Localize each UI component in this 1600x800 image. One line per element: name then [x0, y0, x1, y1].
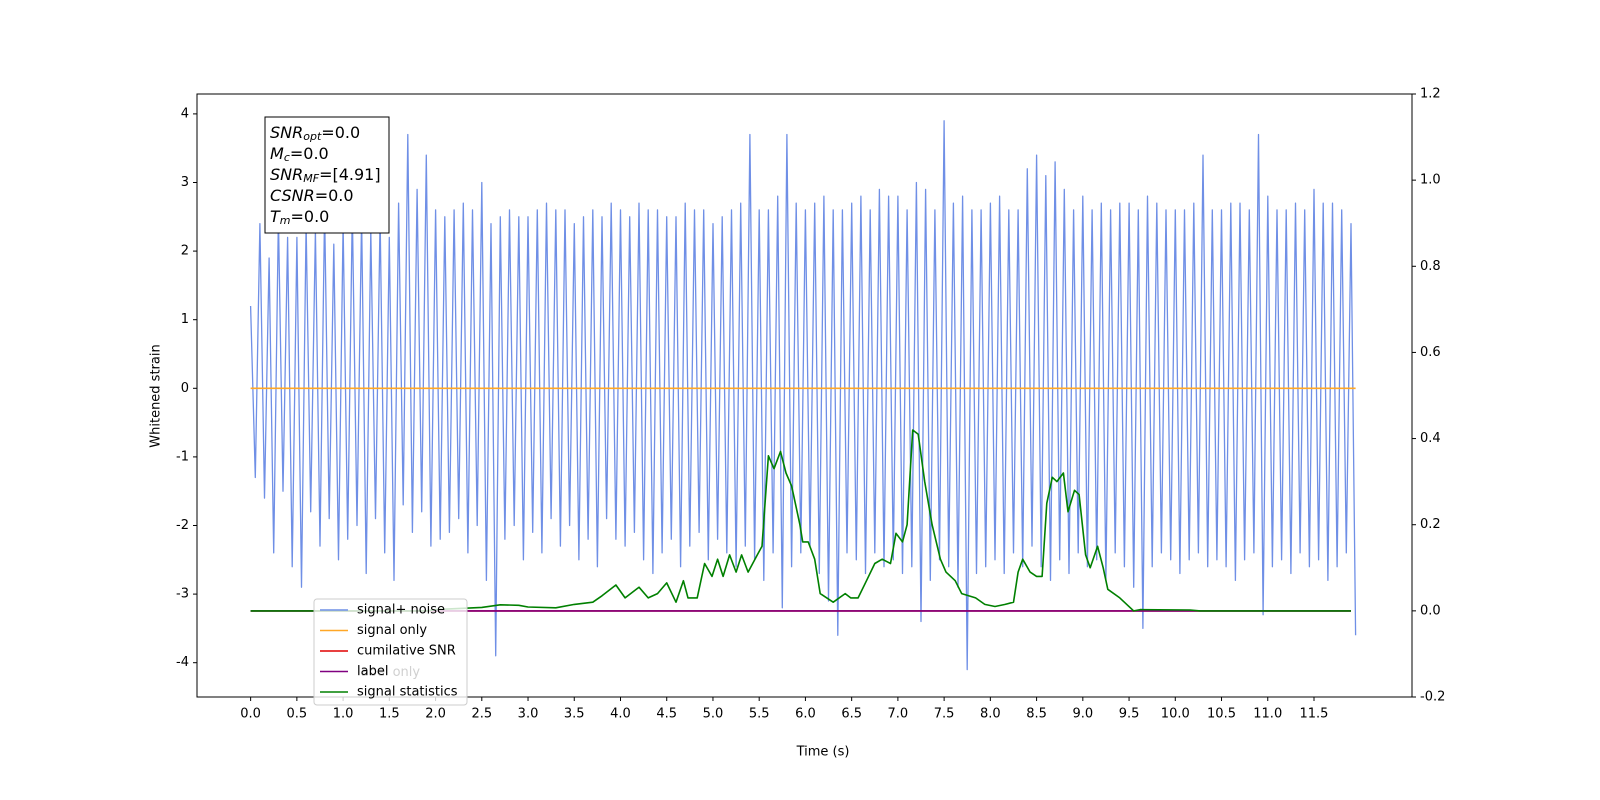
- x-tick-label: 4.0: [610, 707, 631, 722]
- info-sub: c: [284, 151, 290, 164]
- info-sub: opt: [303, 130, 322, 143]
- x-tick-label: 5.0: [703, 707, 724, 722]
- y-axis-label: Whitened strain: [149, 344, 164, 447]
- x-tick-label: 10.5: [1207, 707, 1236, 722]
- x-tick-label: 7.5: [934, 707, 955, 722]
- y2-tick-label: 0.2: [1420, 517, 1441, 532]
- x-tick-label: 0.5: [287, 707, 308, 722]
- info-rest: =0.0: [321, 123, 360, 142]
- legend-label: signal statistics: [357, 685, 458, 700]
- y-tick-label: 1: [181, 312, 189, 327]
- x-tick-label: 4.5: [656, 707, 677, 722]
- info-line: Tm=0.0: [270, 207, 329, 228]
- info-rest: =0.0: [291, 207, 330, 226]
- info-rest: =[4.91]: [319, 165, 381, 184]
- y2-tick-label: 0.0: [1420, 603, 1441, 618]
- plot-frame: [196, 93, 1413, 698]
- x-tick-label: 8.5: [1026, 707, 1047, 722]
- info-line: Mc=0.0: [270, 144, 329, 165]
- y2-tick-label: 0.8: [1420, 259, 1441, 274]
- info-main: SNR: [270, 165, 303, 184]
- legend-label: signal+ noise: [357, 603, 445, 618]
- x-tick-label: 0.0: [240, 707, 261, 722]
- x-tick-label: 9.5: [1119, 707, 1140, 722]
- y2-tick-label: 0.6: [1420, 345, 1441, 360]
- x-tick-label: 3.0: [518, 707, 539, 722]
- legend-ghost-label: label only: [357, 665, 420, 680]
- y-tick-label: 4: [181, 106, 189, 121]
- info-rest: =0.0: [315, 186, 354, 205]
- info-sub: m: [280, 214, 291, 227]
- y-tick-label: -3: [176, 587, 189, 602]
- info-main: M: [270, 144, 284, 163]
- y-tick-label: -4: [176, 655, 189, 670]
- x-tick-label: 5.5: [749, 707, 770, 722]
- y-tick-label: 0: [181, 381, 189, 396]
- legend-label: signal only: [357, 623, 427, 638]
- y2-tick-label: -0.2: [1420, 690, 1445, 705]
- y2-tick-label: 1.0: [1420, 173, 1441, 188]
- info-line: CSNR=0.0: [270, 186, 354, 205]
- y-tick-label: 3: [181, 175, 189, 190]
- x-tick-label: 10.0: [1161, 707, 1190, 722]
- x-tick-label: 7.0: [888, 707, 909, 722]
- info-box: [264, 116, 390, 234]
- legend-label: cumilative SNR: [357, 644, 456, 659]
- info-main: SNR: [270, 123, 303, 142]
- x-axis-label: Time (s): [796, 745, 850, 760]
- y-tick-label: -2: [176, 518, 189, 533]
- x-tick-label: 11.0: [1253, 707, 1282, 722]
- info-rest: =0.0: [290, 144, 329, 163]
- x-tick-label: 6.5: [841, 707, 862, 722]
- x-tick-label: 2.5: [471, 707, 492, 722]
- x-tick-label: 3.5: [564, 707, 585, 722]
- x-tick-label: 8.0: [980, 707, 1001, 722]
- y-tick-label: 2: [181, 244, 189, 259]
- x-tick-label: 11.5: [1300, 707, 1329, 722]
- x-tick-label: 9.0: [1072, 707, 1093, 722]
- x-tick-label: 2.0: [425, 707, 446, 722]
- x-tick-label: 1.5: [379, 707, 400, 722]
- info-line: SNRopt=0.0: [270, 123, 360, 144]
- y2-tick-label: 1.2: [1420, 87, 1441, 102]
- info-sub: MF: [303, 172, 319, 185]
- legend-label: label: [357, 664, 388, 679]
- legend-box: [313, 598, 468, 706]
- series-line: [250, 429, 1351, 612]
- y2-tick-label: 0.4: [1420, 431, 1441, 446]
- x-tick-label: 6.0: [795, 707, 816, 722]
- y-tick-label: -1: [176, 449, 189, 464]
- x-tick-label: 1.0: [333, 707, 354, 722]
- info-main: CSNR: [270, 186, 315, 205]
- info-line: SNRMF=[4.91]: [270, 165, 381, 186]
- info-main: T: [270, 207, 281, 226]
- series-line: [249, 120, 1357, 671]
